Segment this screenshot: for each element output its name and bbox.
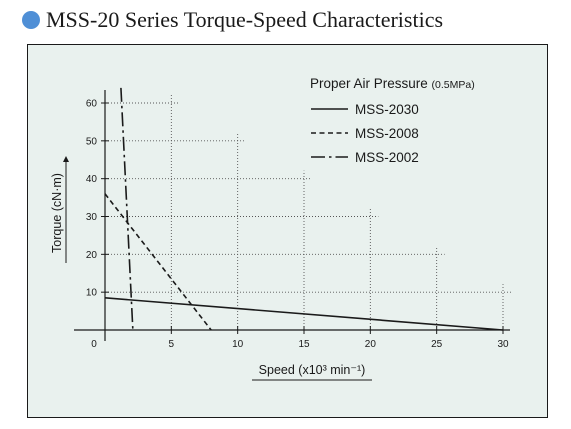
x-tick-label: 25 [431,339,443,350]
y-tick-label: 50 [86,136,98,147]
y-tick-label: 10 [86,288,98,299]
legend-label-mss-2008: MSS-2008 [355,126,419,141]
page-title: MSS-20 Series Torque-Speed Characteristi… [46,7,444,32]
y-tick-label: 20 [86,250,98,261]
title-row: MSS-20 Series Torque-Speed Characteristi… [22,4,443,36]
series-line-mss-2008 [104,193,212,331]
y-tick-label: 60 [86,99,98,110]
y-tick-label: 30 [86,212,98,223]
x-tick-label: 20 [365,339,377,350]
torque-speed-chart: 5 10 15 20 25 30 10 20 30 40 50 60 0 Speed (x10³ min⁻… [50,76,511,381]
y-tick-label: 40 [86,174,98,185]
y-axis-title: Torque (cN·m) [50,173,64,253]
x-tick-label: 30 [497,339,509,350]
x-tick-label: 5 [169,339,175,350]
x-axis-title: Speed (x10³ min⁻¹) [259,363,366,377]
legend-title: Proper Air Pressure (0.5MPa) [310,76,475,91]
legend-label-mss-2030: MSS-2030 [355,102,419,117]
series-line-mss-2002 [120,87,134,331]
legend-title-note: (0.5MPa) [432,79,475,91]
x-tick-label: 15 [298,339,310,350]
bullet-icon [22,11,40,29]
chart-panel: 5 10 15 20 25 30 10 20 30 40 50 60 0 Speed (x10³ min⁻… [27,44,548,418]
series-line-mss-2030 [104,297,504,331]
legend-label-mss-2002: MSS-2002 [355,150,419,165]
origin-label: 0 [91,339,97,350]
x-tick-label: 10 [232,339,244,350]
